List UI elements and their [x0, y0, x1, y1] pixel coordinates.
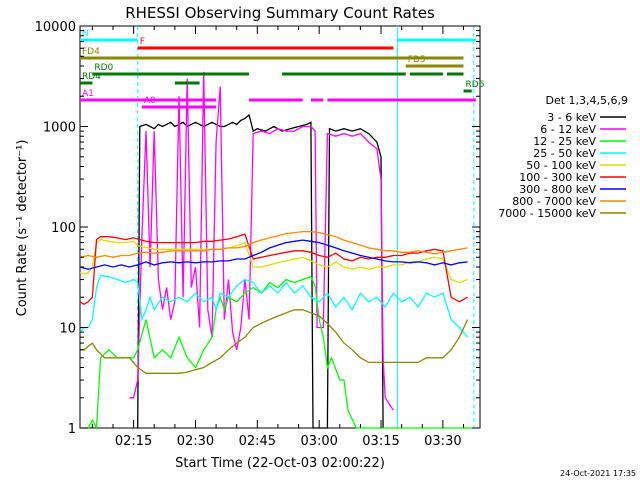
flag-label: RD0	[94, 63, 113, 73]
x-tick-label: 02:45	[239, 434, 276, 449]
series-line	[80, 309, 469, 374]
legend-label: 100 - 300 keV	[519, 171, 596, 184]
series-line	[79, 233, 468, 306]
flag-label: FD4	[82, 47, 100, 57]
flag-label: A1	[82, 89, 94, 99]
flag-label: N	[82, 29, 89, 39]
flag-label: A0	[144, 96, 156, 106]
legend-label: 300 - 800 keV	[519, 183, 596, 196]
legend-label: 6 - 12 keV	[540, 123, 596, 136]
series-line	[80, 275, 472, 431]
flag-label: F	[140, 37, 145, 47]
x-tick-label: 03:15	[362, 434, 399, 449]
flag-label: FD5	[408, 55, 426, 65]
x-tick-label: 03:30	[424, 434, 461, 449]
legend-label: 7000 - 15000 keV	[498, 207, 596, 220]
legend-label: 12 - 25 keV	[533, 135, 596, 148]
y-tick-label: 1000	[43, 121, 76, 136]
x-axis-label: Start Time (22-Oct-03 02:00:22)	[175, 456, 385, 471]
flag-label: RD4	[82, 72, 101, 82]
series-line	[137, 113, 384, 429]
series-lines	[79, 71, 472, 431]
legend-label: 3 - 6 keV	[547, 111, 596, 124]
x-axis: 02:15 02:30 02:45 03:00 03:15 03:30	[91, 26, 465, 449]
date-stamp: 24-Oct-2021 17:35	[560, 469, 636, 478]
boundary-lines	[137, 26, 475, 428]
y-tick-label: 1	[68, 422, 76, 437]
series-line	[79, 238, 468, 284]
flag-label: RD6	[466, 80, 485, 90]
x-tick-label: 02:15	[115, 434, 152, 449]
chart-title: RHESSI Observing Summary Count Rates	[125, 4, 435, 22]
y-tick-label: 10000	[35, 20, 76, 35]
x-tick-label: 02:30	[177, 434, 214, 449]
x-tick-label: 03:00	[300, 434, 337, 449]
legend-label: 800 - 7000 keV	[512, 195, 596, 208]
y-tick-label: 100	[51, 221, 76, 236]
y-tick-label: 10	[59, 322, 76, 337]
legend-label: 25 - 50 keV	[533, 147, 596, 160]
series-line	[79, 274, 469, 338]
legend-title: Det 1,3,4,5,6,9	[545, 94, 628, 107]
legend-label: 50 - 100 keV	[526, 159, 596, 172]
y-axis-label: Count Rate (s⁻¹ detector⁻¹)	[15, 140, 30, 317]
plot-frame	[79, 25, 481, 429]
y-axis: 1 10 100 1000 10000	[35, 20, 480, 437]
series-line	[79, 230, 468, 258]
series-line	[79, 239, 468, 270]
